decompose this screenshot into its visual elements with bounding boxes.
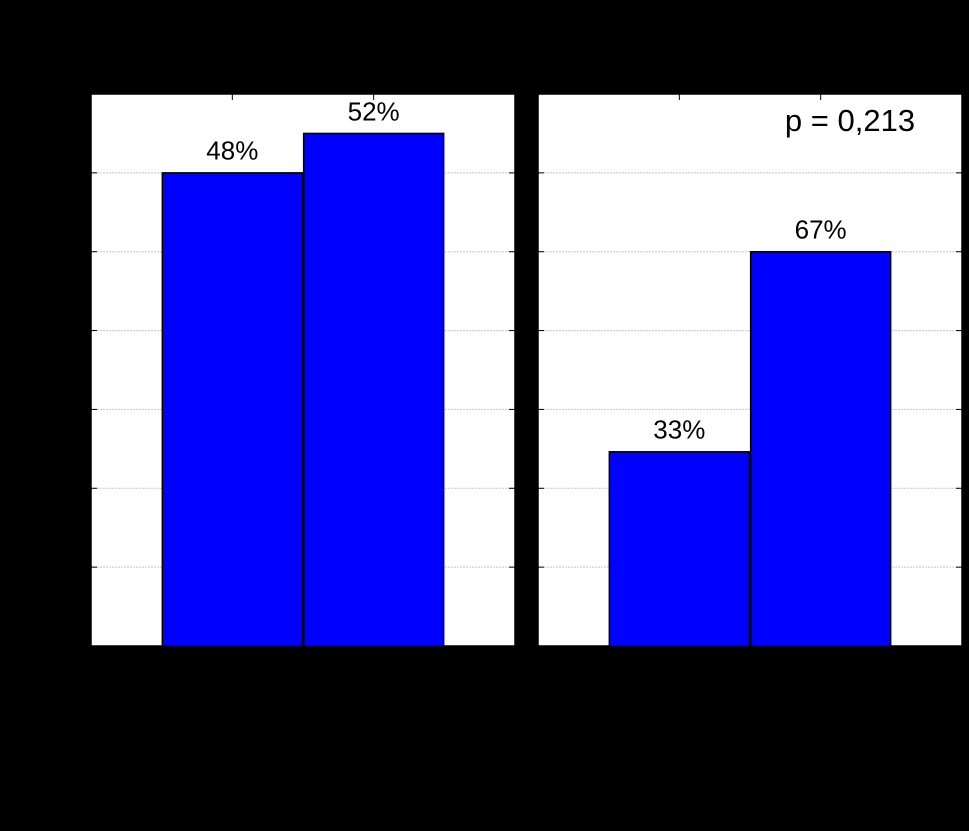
value-label: 52% [348,96,400,126]
annotation: p = 0,213 [785,103,915,138]
value-label: 33% [653,415,705,445]
bar [608,451,751,647]
plot-frame [537,93,963,647]
bar [749,250,892,647]
bar [161,172,304,647]
value-label: 67% [795,215,847,245]
bar [302,132,445,647]
plot-frame [90,93,516,647]
value-label: 48% [206,136,258,166]
